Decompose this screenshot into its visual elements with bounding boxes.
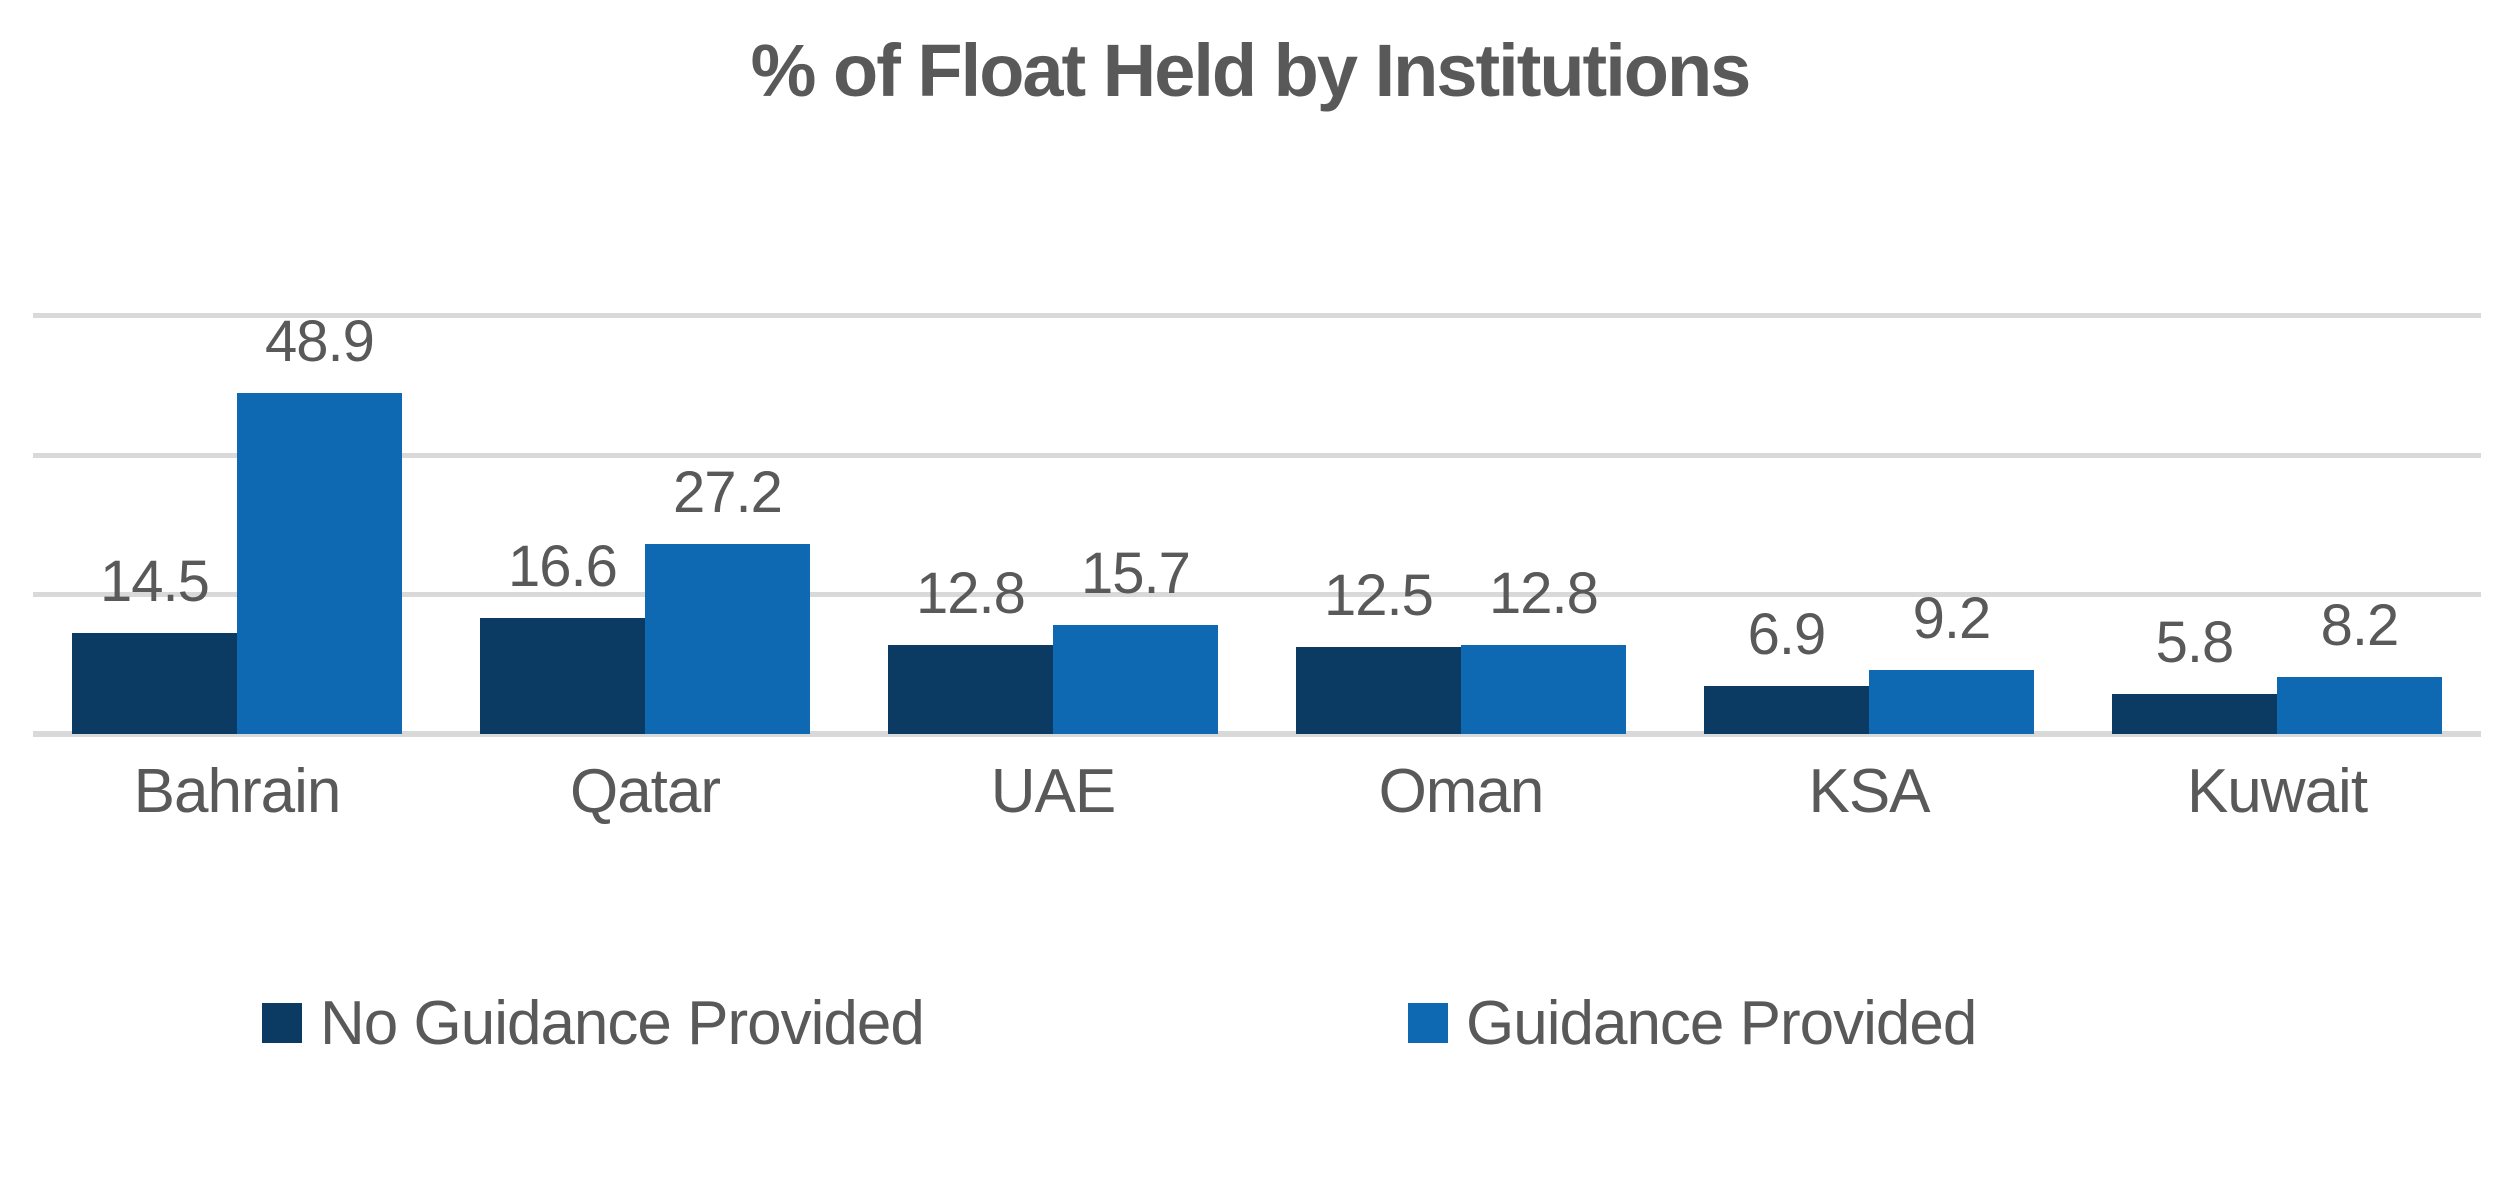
bar-group-oman: 12.5 12.8 (1296, 240, 1626, 734)
chart-title: % of Float Held by Institutions (750, 29, 1752, 112)
value-label-bahrain-no-guidance: 14.5 (100, 548, 210, 614)
legend-swatch-no-guidance-provided (262, 1003, 302, 1043)
value-label-kuwait-guidance: 8.2 (2320, 592, 2400, 658)
value-label-oman-no-guidance: 12.5 (1324, 562, 1434, 628)
bar-group-kuwait: 5.8 8.2 (2112, 240, 2442, 734)
legend-label: No Guidance Provided (320, 988, 925, 1058)
value-label-qatar-guidance: 27.2 (673, 460, 783, 526)
category-label-qatar: Qatar (569, 757, 721, 826)
gridline-40 (33, 452, 2481, 458)
value-label-uae-no-guidance: 12.8 (916, 560, 1026, 626)
bar-bahrain-no-guidance (72, 632, 237, 734)
bar-uae-no-guidance (888, 644, 1053, 734)
legend-item-no-guidance-provided: No Guidance Provided (262, 985, 925, 1061)
value-label-oman-guidance: 12.8 (1489, 560, 1599, 626)
category-label-bahrain: Bahrain (133, 757, 342, 826)
value-label-ksa-guidance: 9.2 (1912, 585, 1992, 651)
bar-group-bahrain: 14.5 48.9 (72, 240, 402, 734)
bar-group-uae: 12.8 15.7 (888, 240, 1218, 734)
legend-swatch-guidance-provided (1408, 1003, 1448, 1043)
legend-item-guidance-provided: Guidance Provided (1408, 985, 1977, 1061)
category-label-oman: Oman (1378, 757, 1545, 826)
bar-oman-guidance (1461, 644, 1626, 734)
legend-label: Guidance Provided (1466, 988, 1977, 1058)
value-label-ksa-no-guidance: 6.9 (1747, 601, 1827, 667)
value-label-qatar-no-guidance: 16.6 (508, 534, 618, 600)
gridline-20 (33, 592, 2481, 598)
value-label-uae-guidance: 15.7 (1081, 540, 1191, 606)
gridline-60 (33, 313, 2481, 319)
bar-oman-no-guidance (1296, 646, 1461, 734)
category-label-kuwait: Kuwait (2186, 757, 2368, 826)
value-label-bahrain-guidance: 48.9 (265, 309, 375, 375)
category-label-uae: UAE (990, 757, 1116, 826)
category-label-ksa: KSA (1808, 757, 1930, 826)
bar-uae-guidance (1053, 624, 1218, 734)
bar-qatar-guidance (645, 544, 810, 734)
x-axis-baseline (33, 731, 2481, 737)
bar-group-qatar: 16.6 27.2 (480, 240, 810, 734)
bar-kuwait-no-guidance (2112, 693, 2277, 734)
plot-area: 14.5 48.9 16.6 27.2 12.8 15.7 12.5 12.8 6.9 9.2 5.… (33, 240, 2481, 737)
bar-ksa-guidance (1869, 669, 2034, 734)
value-label-kuwait-no-guidance: 5.8 (2155, 609, 2235, 675)
bar-ksa-no-guidance (1704, 685, 1869, 734)
bar-kuwait-guidance (2277, 676, 2442, 734)
bar-qatar-no-guidance (480, 618, 645, 734)
bar-bahrain-guidance (237, 393, 402, 734)
bar-group-ksa: 6.9 9.2 (1704, 240, 2034, 734)
